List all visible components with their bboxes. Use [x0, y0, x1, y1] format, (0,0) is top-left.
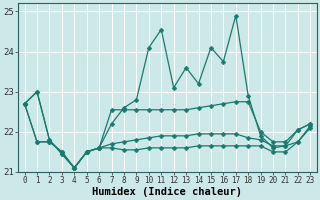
X-axis label: Humidex (Indice chaleur): Humidex (Indice chaleur)	[92, 186, 243, 197]
